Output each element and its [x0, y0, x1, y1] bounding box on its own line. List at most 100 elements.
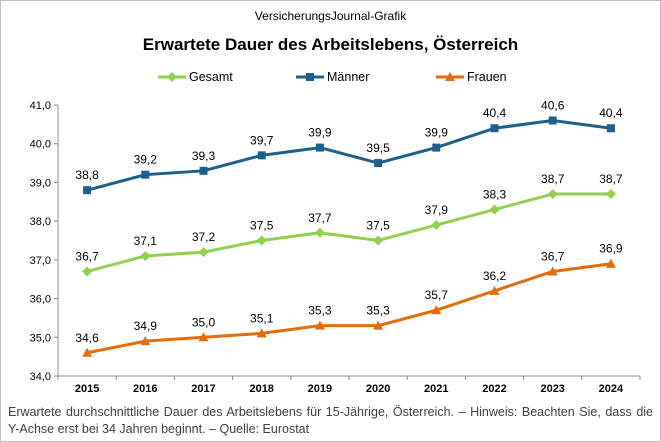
x-tick-label: 2023: [540, 383, 564, 395]
data-label: 35,3: [366, 304, 390, 318]
series-männer: 38,8 39,2 39,3 39,7 39,9 39,5 39,9 40,4 40,6 40,4: [75, 98, 623, 195]
legend-item-männer: Männer: [296, 70, 369, 84]
data-point: [256, 235, 267, 246]
series-line: [86, 262, 612, 355]
data-label: 35,1: [250, 311, 274, 325]
data-point: [82, 266, 93, 277]
legend-marker: [167, 72, 177, 82]
legend-marker: [306, 73, 314, 81]
data-point: [431, 305, 442, 315]
x-tick-label: 2021: [424, 383, 448, 395]
y-tick-label: 41,0: [30, 100, 51, 112]
data-label: 37,5: [366, 219, 390, 233]
line-chart: Gesamt Männer Frauen 34,035,036,037,038,03…: [30, 70, 641, 395]
data-label: 35,3: [308, 304, 332, 318]
data-point: [198, 332, 209, 342]
data-label: 36,2: [483, 269, 507, 283]
data-label: 35,0: [192, 315, 216, 329]
data-label: 34,9: [134, 319, 158, 333]
data-label: 36,7: [541, 249, 565, 263]
data-label: 37,9: [425, 203, 449, 217]
y-tick-label: 35,0: [30, 332, 51, 344]
y-tick-label: 39,0: [30, 177, 51, 189]
data-point: [547, 189, 558, 200]
data-label: 39,2: [134, 153, 158, 167]
data-point: [314, 227, 325, 238]
data-label: 38,3: [483, 188, 507, 202]
data-point: [314, 320, 325, 330]
data-point: [606, 124, 615, 133]
data-point: [432, 143, 441, 152]
data-point: [198, 247, 209, 258]
data-point: [547, 266, 558, 276]
x-tick-label: 2022: [482, 383, 506, 395]
data-label: 39,3: [192, 149, 216, 163]
x-tick-label: 2016: [133, 383, 157, 395]
data-label: 39,9: [425, 126, 449, 140]
data-point: [548, 116, 557, 125]
data-point: [83, 186, 92, 195]
x-tick-label: 2019: [308, 383, 332, 395]
y-tick-label: 36,0: [30, 294, 51, 306]
data-point: [490, 124, 499, 133]
data-label: 40,4: [483, 106, 507, 120]
source-label: VersicherungsJournal-Grafik: [254, 9, 407, 23]
data-point: [141, 170, 150, 179]
data-point: [140, 250, 151, 261]
data-label: 36,9: [599, 242, 623, 256]
x-tick-label: 2024: [599, 383, 624, 395]
legend-label: Gesamt: [189, 70, 233, 84]
data-point: [315, 143, 324, 152]
data-label: 38,7: [541, 172, 565, 186]
data-label: 40,6: [541, 98, 565, 112]
y-tick-label: 40,0: [30, 139, 51, 151]
data-label: 38,7: [599, 172, 623, 186]
data-point: [257, 151, 266, 160]
series-line: [86, 192, 611, 273]
legend-label: Frauen: [467, 70, 507, 84]
data-label: 37,2: [192, 230, 216, 244]
chart-caption: Erwartete durchschnittliche Dauer des Ar…: [8, 405, 653, 436]
data-point: [199, 166, 208, 175]
data-label: 38,8: [75, 168, 99, 182]
legend-label: Männer: [327, 70, 369, 84]
axes: 34,0 35,0 36,0 37,0 38,0 39,0 40,0 41,0 2015 2016…: [30, 100, 641, 395]
legend: Gesamt Männer Frauen: [158, 70, 507, 84]
chart-title: Erwartete Dauer des Arbeitslebens, Öster…: [142, 35, 519, 54]
series-layer: 36,7 37,1 37,2 37,5 37,7 37,5 37,9 38,3 38,7 38,7…: [75, 98, 623, 357]
data-point: [140, 336, 151, 346]
data-point: [489, 204, 500, 215]
data-label: 37,5: [250, 219, 274, 233]
data-label: 39,9: [308, 126, 332, 140]
data-point: [605, 189, 616, 200]
data-point: [374, 159, 383, 168]
legend-item-gesamt: Gesamt: [158, 70, 233, 84]
data-label: 34,6: [75, 331, 99, 345]
legend-item-frauen: Frauen: [436, 70, 507, 84]
series-line: [86, 118, 612, 192]
data-label: 36,7: [75, 249, 99, 263]
data-label: 39,5: [366, 141, 390, 155]
data-label: 37,7: [308, 211, 332, 225]
series-frauen: 34,6 34,9 35,0 35,1 35,3 35,3 35,7 36,2 36,7 36,9: [75, 242, 623, 357]
data-point: [489, 285, 500, 295]
data-label: 37,1: [134, 234, 158, 248]
data-label: 35,7: [425, 288, 449, 302]
data-label: 40,4: [599, 106, 623, 120]
series-gesamt: 36,7 37,1 37,2 37,5 37,7 37,5 37,9 38,3 38,7 38,7: [75, 172, 623, 277]
y-tick-label: 37,0: [30, 255, 51, 267]
legend-marker: [445, 72, 455, 81]
x-tick-label: 2017: [191, 383, 215, 395]
y-tick-label: 34,0: [30, 371, 51, 383]
data-point: [373, 235, 384, 246]
data-point: [82, 347, 93, 357]
data-point: [431, 220, 442, 231]
x-tick-label: 2018: [249, 383, 273, 395]
data-point: [373, 320, 384, 330]
x-tick-label: 2015: [75, 383, 99, 395]
x-tick-label: 2020: [366, 383, 390, 395]
data-point: [256, 328, 267, 338]
data-label: 39,7: [250, 133, 274, 147]
data-point: [605, 258, 616, 268]
